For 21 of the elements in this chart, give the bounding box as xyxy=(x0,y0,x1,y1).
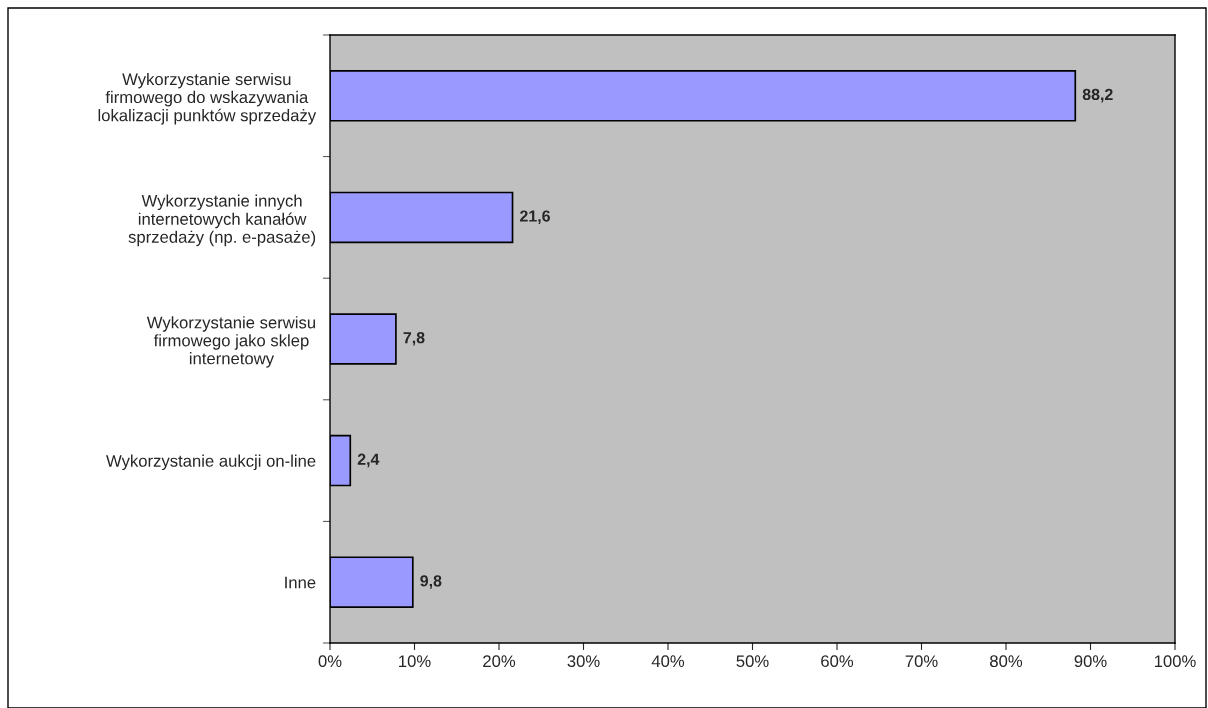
x-tick-label: 50% xyxy=(736,655,769,668)
x-tick-label: 70% xyxy=(905,655,938,668)
x-tick-label: 30% xyxy=(567,655,600,668)
data-label: 2,4 xyxy=(357,453,380,468)
x-tick-label: 100% xyxy=(1154,655,1196,668)
y-tick-label: Wykorzystanie innych internetowych kanałów sprzedaży (np. e-pasaże) xyxy=(128,194,316,247)
data-label: 9,8 xyxy=(420,575,442,589)
y-tick-label: Inne xyxy=(285,576,316,589)
y-tick-label: Wykorzystanie serwisu firmowego jako sklep internetowy xyxy=(146,316,316,368)
y-tick-label: Wykorzystanie aukcji on-line xyxy=(106,454,316,471)
x-tick-label: 0% xyxy=(318,655,342,668)
data-label: 88,2 xyxy=(1082,88,1113,103)
x-tick-label: 60% xyxy=(821,655,854,668)
data-label: 7,8 xyxy=(403,331,425,346)
x-tick-label: 40% xyxy=(651,655,685,668)
data-label: 21,6 xyxy=(520,210,550,224)
x-tick-label: 90% xyxy=(1074,655,1107,668)
y-tick-label: Wykorzystanie serwisu firmowego do wskazywania lokalizacji punktów sprzedaży xyxy=(98,72,317,125)
x-tick-label: 10% xyxy=(399,655,431,668)
x-tick-label: 20% xyxy=(483,655,516,668)
x-tick-label: 80% xyxy=(990,655,1023,668)
